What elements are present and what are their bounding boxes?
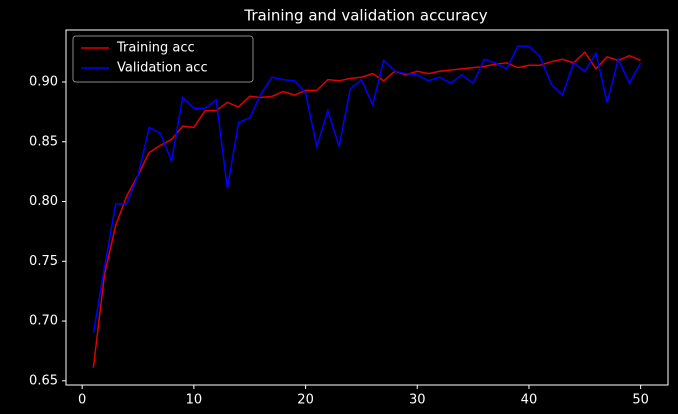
y-tick-label: 0.65 (29, 373, 58, 388)
x-tick-label: 30 (409, 393, 426, 408)
legend-label: Validation acc (117, 61, 208, 76)
x-tick-label: 40 (521, 393, 538, 408)
plot-frame (65, 29, 669, 386)
x-tick-label: 50 (632, 393, 649, 408)
x-tick-label: 10 (186, 393, 203, 408)
line (92, 50, 641, 368)
y-tick-label: 0.75 (29, 254, 58, 269)
x-tick-label: 20 (297, 393, 314, 408)
y-tick-label: 0.70 (29, 314, 58, 329)
line (92, 45, 642, 334)
chart-title: Training and validation accuracy (243, 7, 487, 25)
legend-box (72, 35, 254, 83)
legend-label: Training acc (116, 41, 195, 56)
y-tick-label: 0.85 (29, 134, 58, 149)
x-tick-label: 0 (78, 393, 86, 408)
y-tick-label: 0.80 (29, 194, 58, 209)
y-tick-label: 0.90 (29, 74, 58, 89)
